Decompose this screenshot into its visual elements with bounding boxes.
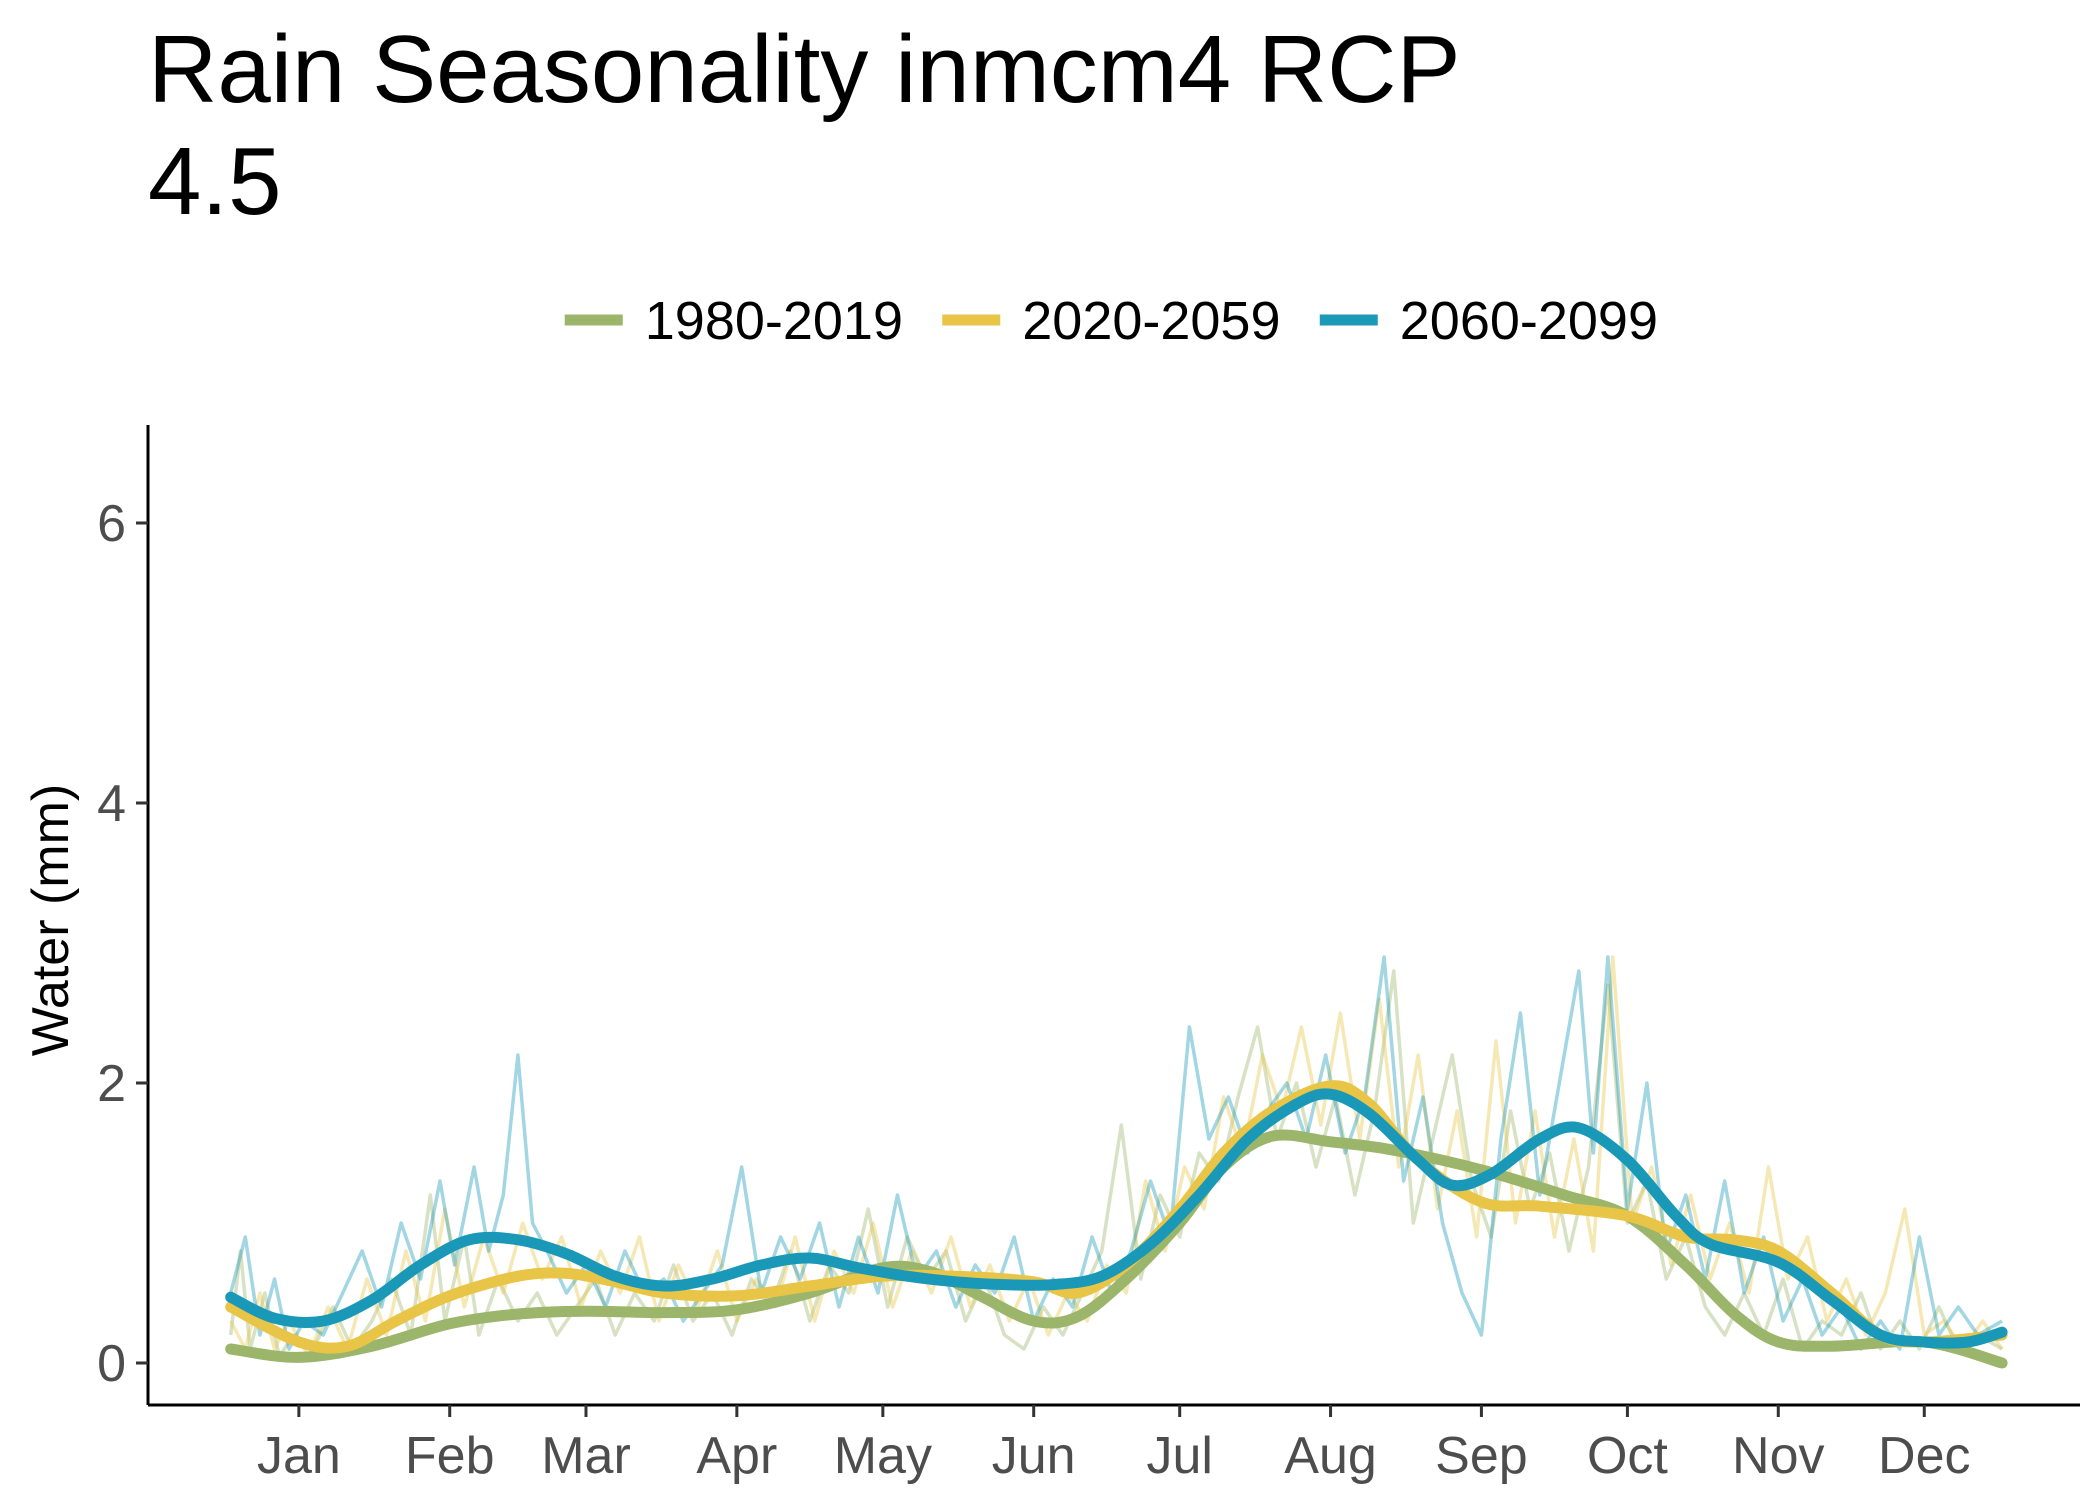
smooth-line-series-3: [225, 1088, 2008, 1349]
y-axis-ticks: 0 2 4 6: [97, 495, 148, 1393]
x-tick-label: Sep: [1435, 1427, 1528, 1485]
x-tick-label: Jul: [1146, 1427, 1212, 1485]
x-tick-label: Apr: [696, 1427, 777, 1485]
legend: 1980-2019 2020-2059 2060-2099: [564, 291, 1658, 351]
smooth-series-layer: [225, 1080, 2008, 1369]
x-tick-label: Feb: [405, 1427, 495, 1485]
chart-title: Rain Seasonality inmcm4 RCP 4.5: [148, 14, 1648, 238]
x-tick-label: Jun: [992, 1427, 1076, 1485]
x-axis-ticks: Jan Feb Mar Apr May Jun Jul Aug Sep Oct Nov Dec: [257, 1405, 1971, 1485]
x-tick-label: Nov: [1732, 1427, 1824, 1485]
y-tick-label: 6: [97, 495, 126, 553]
legend-label-1: 1980-2019: [645, 291, 903, 351]
smooth-line-series-1: [225, 1129, 2008, 1369]
x-tick-label: Oct: [1587, 1427, 1668, 1485]
x-tick-label: Aug: [1284, 1427, 1377, 1485]
y-tick-label: 4: [97, 775, 126, 833]
y-tick-label: 2: [97, 1055, 126, 1113]
daily-series-layer: [228, 955, 2004, 1358]
daily-line-series-3: [229, 955, 2003, 1351]
daily-line-series-2: [229, 955, 2004, 1358]
y-tick-label: 0: [97, 1335, 126, 1393]
daily-line-series-1: [228, 969, 2003, 1358]
x-tick-label: May: [834, 1427, 932, 1485]
y-axis-title: Water (mm): [22, 784, 80, 1056]
x-tick-label: Dec: [1878, 1427, 1970, 1485]
x-tick-label: Mar: [541, 1427, 631, 1485]
chart-title-line-2: 4.5: [148, 128, 282, 235]
chart-title-line-1: Rain Seasonality inmcm4 RCP: [148, 16, 1461, 123]
legend-label-3: 2060-2099: [1400, 291, 1658, 351]
legend-label-2: 2020-2059: [1022, 291, 1280, 351]
x-tick-label: Jan: [257, 1427, 341, 1485]
